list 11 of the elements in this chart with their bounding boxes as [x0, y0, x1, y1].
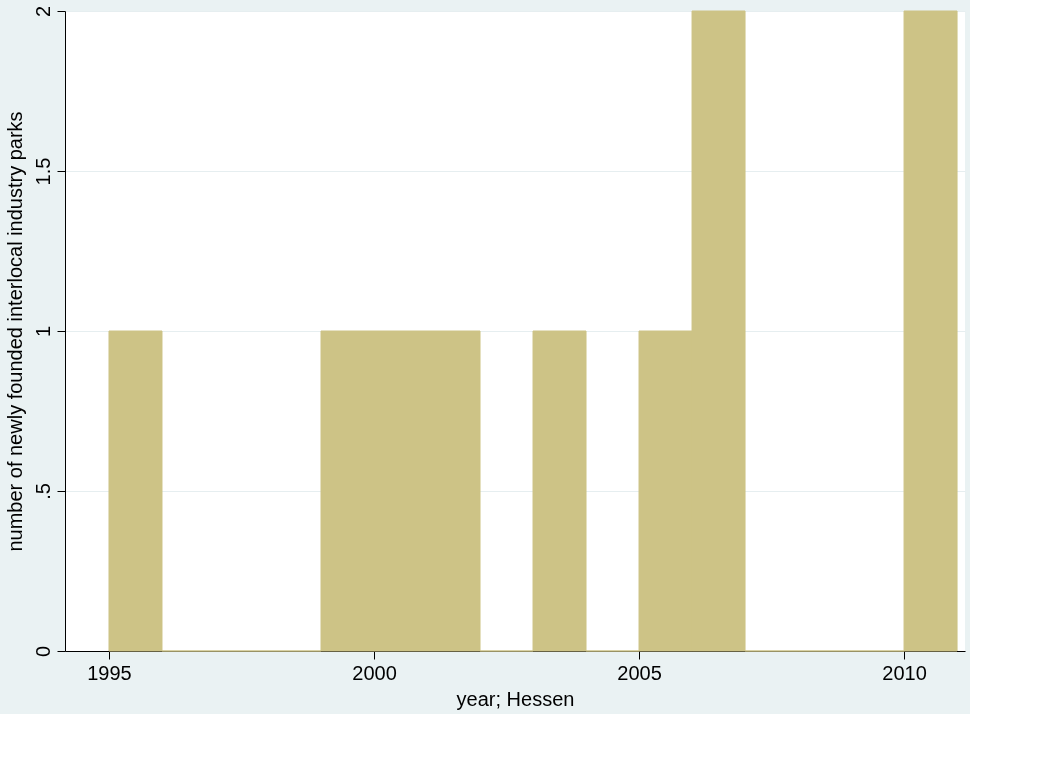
y-tick-label: .5 [31, 483, 54, 500]
x-tick-label: 2000 [352, 661, 397, 684]
x-axis-title: year; Hessen [456, 687, 575, 710]
y-tick-label: 2 [31, 5, 54, 18]
y-tick-label: 1.5 [31, 157, 54, 186]
x-tick-label: 2010 [882, 661, 927, 684]
y-tick-label: 1 [31, 325, 54, 338]
y-tick-label: 0 [31, 645, 54, 658]
x-tick-label: 1995 [87, 661, 132, 684]
x-tick-label: 2005 [617, 661, 662, 684]
y-axis-title: number of newly founded interlocal industry parks [3, 111, 26, 552]
